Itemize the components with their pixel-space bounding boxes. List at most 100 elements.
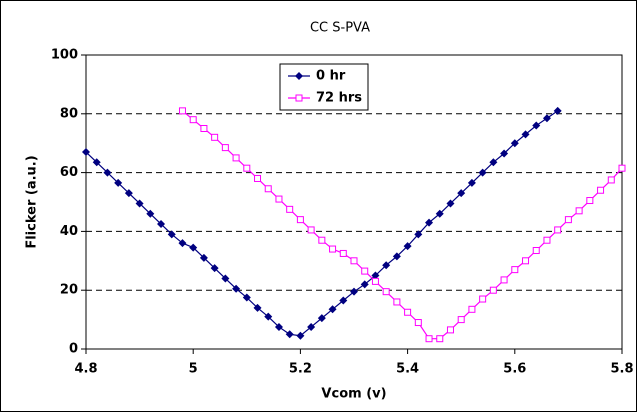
data-point <box>542 114 551 123</box>
data-point <box>232 154 240 162</box>
data-point <box>446 326 454 334</box>
data-point <box>114 178 123 187</box>
data-point <box>467 178 476 187</box>
y-tick-label: 60 <box>60 165 78 180</box>
data-point <box>392 252 401 261</box>
data-point <box>532 121 541 130</box>
data-point <box>404 308 412 316</box>
data-point <box>178 107 186 115</box>
data-point <box>468 305 476 313</box>
data-point <box>554 226 562 234</box>
data-point <box>264 185 272 193</box>
legend-label: 0 hr <box>316 69 346 84</box>
data-point <box>371 271 380 280</box>
data-point <box>618 164 626 172</box>
data-point <box>329 245 337 253</box>
data-point <box>318 236 326 244</box>
x-tick-label: 5.2 <box>289 362 312 377</box>
data-point <box>489 286 497 294</box>
data-point <box>221 274 230 283</box>
data-point <box>92 158 101 167</box>
data-point <box>522 257 530 265</box>
data-point <box>597 186 605 194</box>
data-point <box>264 312 273 321</box>
x-axis-label: Vcom (v) <box>321 387 386 402</box>
data-point <box>232 284 241 293</box>
data-point <box>586 197 594 205</box>
x-tick-label: 5.4 <box>396 362 419 377</box>
y-tick-label: 100 <box>51 48 78 63</box>
y-tick-label: 40 <box>60 224 78 239</box>
data-point <box>221 144 229 152</box>
data-point <box>479 295 487 303</box>
data-point <box>296 216 304 224</box>
data-point <box>189 243 198 252</box>
data-point <box>350 287 358 296</box>
legend-label: 72 hrs <box>316 91 362 106</box>
data-point <box>361 267 369 275</box>
data-point <box>275 195 283 203</box>
data-point <box>350 257 358 265</box>
x-tick-label: 5.8 <box>610 362 633 377</box>
y-axis-label: Flicker (a.u.) <box>25 155 40 248</box>
plot-area <box>85 54 623 350</box>
data-point <box>414 230 423 239</box>
data-point <box>457 316 465 324</box>
x-tick-label: 4.8 <box>74 362 97 377</box>
data-point <box>103 168 112 177</box>
legend-marker <box>295 72 303 80</box>
data-point <box>425 335 433 343</box>
y-tick-label: 0 <box>69 342 78 357</box>
data-point <box>510 139 519 148</box>
x-tick-label: 5.6 <box>503 362 526 377</box>
data-point <box>500 149 509 158</box>
data-point <box>414 319 422 327</box>
y-tick-label: 20 <box>60 283 78 298</box>
data-point <box>242 293 251 302</box>
data-point <box>307 226 315 234</box>
data-point <box>446 199 455 208</box>
data-point <box>436 335 444 343</box>
data-point <box>254 174 262 182</box>
data-point <box>425 218 434 227</box>
chart-title: CC S-PVA <box>310 21 370 36</box>
data-point <box>296 331 305 340</box>
data-point <box>82 148 90 157</box>
data-point <box>307 322 316 331</box>
data-point <box>317 314 326 323</box>
legend-marker <box>295 94 303 102</box>
data-point <box>478 168 487 177</box>
data-point <box>521 130 530 139</box>
y-tick-label: 80 <box>60 106 78 121</box>
data-point <box>403 242 412 251</box>
data-point <box>457 189 466 198</box>
data-point <box>274 322 283 331</box>
x-tick-label: 5 <box>189 362 198 377</box>
data-point <box>339 249 347 257</box>
legend-box <box>279 63 369 111</box>
data-point <box>189 116 197 124</box>
data-point <box>211 133 219 141</box>
data-point <box>575 207 583 215</box>
data-point <box>243 164 251 172</box>
data-point <box>178 239 187 248</box>
data-point <box>371 277 379 285</box>
data-point <box>285 330 294 339</box>
data-point <box>393 298 401 306</box>
data-point <box>210 264 219 273</box>
data-point <box>286 205 294 213</box>
data-point <box>167 230 176 239</box>
data-point <box>157 220 166 229</box>
data-point <box>553 106 562 115</box>
data-point <box>360 280 369 289</box>
data-point <box>435 209 444 218</box>
data-point <box>500 276 508 284</box>
data-point <box>382 288 390 296</box>
data-point <box>200 125 208 132</box>
data-point <box>328 305 337 314</box>
data-point <box>339 296 348 305</box>
data-point <box>564 216 572 224</box>
data-point <box>607 176 615 184</box>
data-point <box>253 303 262 312</box>
